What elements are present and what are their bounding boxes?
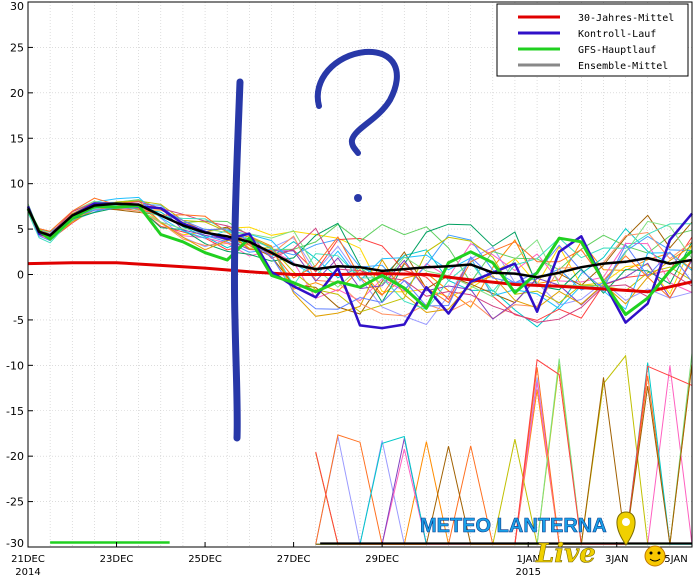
question-mark-dot: [354, 194, 362, 202]
legend-label: 30-Jahres-Mittel: [578, 13, 674, 24]
legend: 30-Jahres-Mittel Kontroll-Lauf GFS-Hauptla…: [496, 3, 689, 77]
series-line-3: [26, 202, 693, 279]
y-axis: 30 25 20 15 10 5 0 -5 -10 -15 -20 -25 -30: [6, 0, 33, 550]
watermark-live: Live: [535, 539, 596, 569]
legend-label: Ensemble-Mittel: [578, 61, 668, 72]
y-tick-label: 25: [10, 41, 24, 54]
watermark: METEO LANTERNA Live: [420, 511, 666, 569]
legend-label: Kontroll-Lauf: [578, 29, 656, 40]
x-tick-label: 23DEC: [100, 554, 134, 565]
ensemble-member-line: [27, 197, 693, 304]
x-tick-label: 29DEC: [365, 554, 399, 565]
x-tick-label: 27DEC: [277, 554, 311, 565]
hand-annotations: [230, 48, 400, 442]
y-tick-label: -20: [6, 450, 24, 463]
x-tick-year: 2015: [515, 567, 540, 578]
y-tick-label: -10: [6, 359, 24, 372]
y-tick-label: 30: [10, 0, 24, 13]
x-tick-label: 1JAN: [516, 554, 539, 565]
watermark-text: METEO LANTERNA: [420, 515, 607, 537]
x-tick-label: 21DEC: [11, 554, 45, 565]
y-tick-label: 0: [17, 269, 24, 282]
y-tick-label: -15: [6, 405, 24, 418]
x-tick-year: 2014: [15, 567, 40, 578]
y-tick-label: -30: [6, 537, 24, 550]
x-tick-label: 5JAN: [664, 554, 687, 565]
plot-frame: [27, 1, 693, 548]
x-tick-label: 3JAN: [605, 554, 628, 565]
y-tick-label: -25: [6, 496, 24, 509]
y-tick-label: -5: [13, 314, 24, 327]
lantern-icon: [616, 511, 636, 546]
x-tick-label: 25DEC: [188, 554, 222, 565]
series-line-2: [26, 204, 694, 316]
ensemble-members: [27, 196, 693, 545]
series-lines: [26, 202, 694, 330]
sun-smiley-icon: [644, 545, 666, 567]
ensemble-member-line: [27, 207, 693, 315]
hand-drawn-question-mark: [314, 48, 400, 156]
y-tick-label: 15: [10, 132, 24, 145]
y-tick-label: 20: [10, 87, 24, 100]
y-tick-label: 5: [17, 223, 24, 236]
series-line-0: [27, 261, 693, 294]
legend-label: GFS-Hauptlauf: [578, 45, 656, 56]
ensemble-member-line: [27, 205, 693, 321]
y-tick-label: 10: [10, 178, 24, 191]
hand-drawn-vertical-line: [230, 78, 244, 442]
